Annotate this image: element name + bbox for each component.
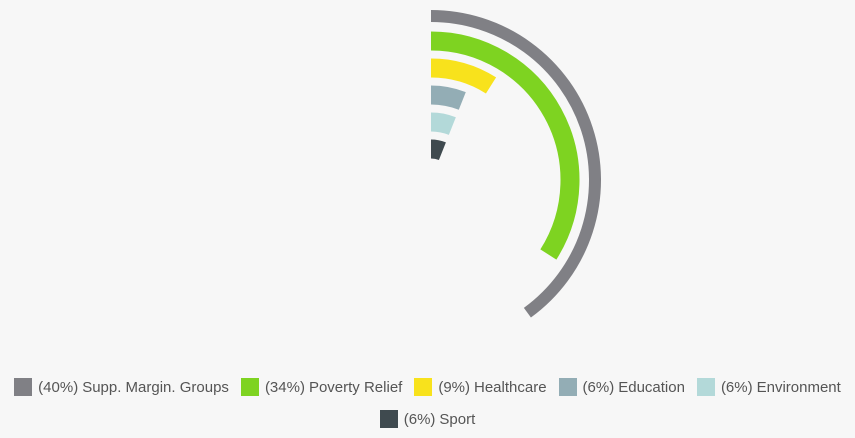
legend-value: (6%)	[582, 378, 615, 396]
radial-bar	[430, 31, 580, 260]
legend-swatch	[14, 378, 33, 396]
legend-value: (9%)	[438, 378, 470, 396]
legend-value: (6%)	[403, 410, 436, 428]
legend-label: Poverty Relief	[308, 378, 403, 396]
legend-item[interactable]: (9%) Healthcare	[414, 378, 547, 396]
legend-swatch	[240, 378, 259, 396]
radial-bar	[430, 112, 456, 136]
legend-item[interactable]: (6%) Sport	[379, 410, 476, 428]
legend-label: Healthcare	[474, 378, 547, 396]
legend-swatch	[696, 378, 715, 396]
radial-bar	[430, 58, 497, 94]
legend-item[interactable]: (6%) Environment	[696, 378, 841, 396]
legend: (40%) Supp. Margin. Groups (34%) Poverty Re…	[0, 378, 855, 428]
plot	[430, 10, 601, 318]
legend-value: (6%)	[720, 378, 753, 396]
legend-value: (40%)	[38, 378, 79, 396]
legend-label: Sport	[439, 410, 476, 428]
legend-swatch	[558, 378, 577, 396]
legend-value: (34%)	[264, 378, 305, 396]
radial-bar	[430, 10, 601, 318]
legend-label: Supp. Margin. Groups	[82, 378, 229, 396]
radial-bar	[430, 85, 466, 110]
radial-bar	[430, 139, 446, 161]
legend-label: Environment	[756, 378, 841, 396]
legend-item[interactable]: (34%) Poverty Relief	[240, 378, 403, 396]
legend-label: Education	[618, 378, 685, 396]
legend-swatch	[414, 378, 433, 396]
legend-swatch	[379, 410, 398, 428]
legend-item[interactable]: (6%) Education	[558, 378, 685, 396]
legend-item[interactable]: (40%) Supp. Margin. Groups	[14, 378, 229, 396]
